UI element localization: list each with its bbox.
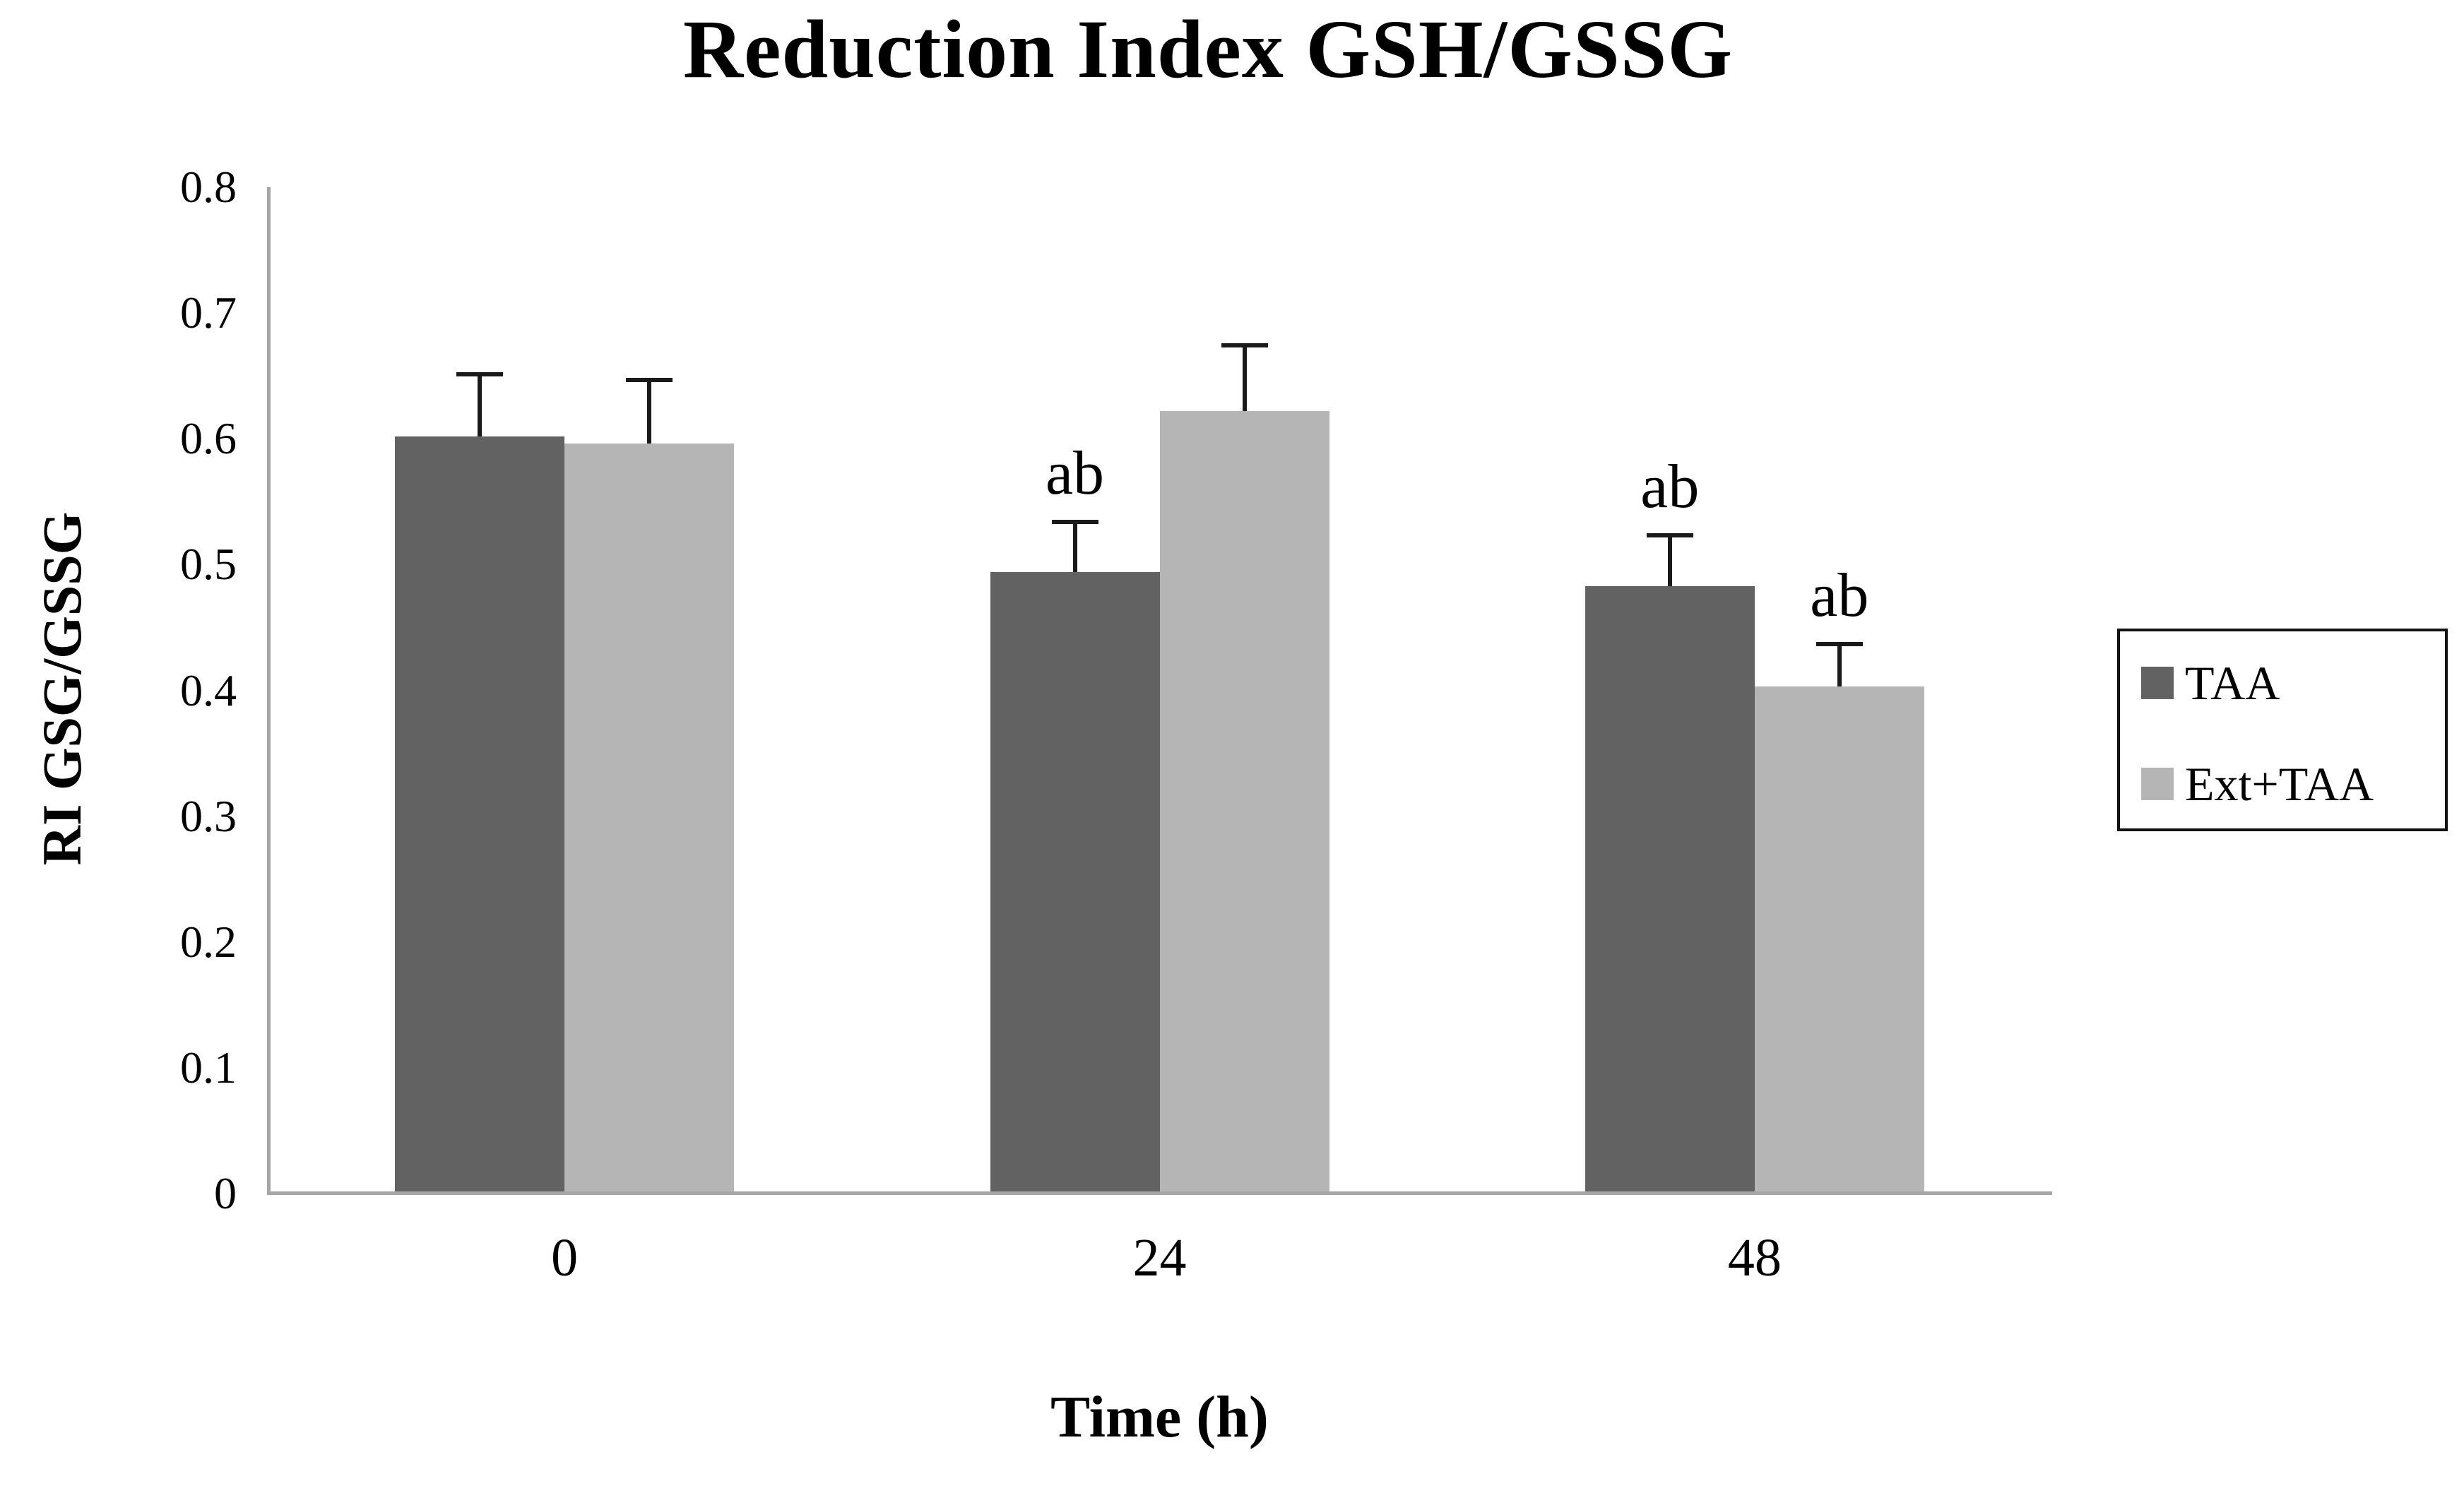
error-bar-cap [456,372,504,377]
chart-title: Reduction Index GSH/GSSG [682,3,1734,95]
significance-label: ab [1810,561,1869,630]
error-bar-cap [626,377,673,382]
y-axis-line [267,187,271,1195]
bar-ext-taa-0h [564,444,735,1194]
y-tick-label: 0.3 [180,790,237,841]
y-tick-label: 0.2 [180,916,237,967]
error-bar-whisker [1072,521,1077,573]
significance-label: ab [1045,439,1105,508]
legend: TAA Ext+TAA [2117,629,2448,831]
y-tick-label: 0.5 [180,539,237,590]
legend-item-taa: TAA [2141,656,2280,710]
y-tick-label: 0.7 [180,287,237,338]
legend-swatch-ext-taa [2141,768,2174,800]
y-tick-label: 0 [214,1168,237,1218]
bar-ext-taa-24h [1159,411,1329,1194]
x-axis-title: Time (h) [1050,1384,1269,1450]
significance-label: ab [1640,453,1700,522]
y-tick-label: 0.6 [180,413,237,464]
y-tick-label: 0.4 [180,665,237,715]
y-tick-label: 0.1 [180,1042,237,1093]
error-bar-cap [1221,343,1268,348]
x-tick-label: 48 [1727,1228,1782,1287]
error-bar-whisker [1667,535,1672,586]
legend-label-ext-taa: Ext+TAA [2185,757,2374,811]
y-axis-title: RI GSG/GSSG [31,511,93,866]
error-bar-whisker [1837,643,1842,687]
error-bar-whisker [478,374,482,436]
bar-ext-taa-48h [1754,686,1924,1194]
bar-taa-24h [990,572,1160,1194]
y-tick-label: 0.8 [180,162,237,212]
x-tick-label: 24 [1132,1228,1187,1287]
error-bar-cap [1051,519,1098,524]
legend-label-taa: TAA [2185,656,2280,710]
error-bar-cap [1646,533,1693,538]
error-bar-cap [1816,641,1863,646]
legend-swatch-taa [2141,667,2174,699]
bar-taa-0h [395,436,565,1194]
x-axis-line [267,1191,2052,1195]
x-tick-label: 0 [551,1228,579,1287]
error-bar-whisker [1242,345,1247,412]
error-bar-whisker [647,379,652,444]
legend-item-ext-taa: Ext+TAA [2141,757,2374,811]
bar-taa-48h [1585,585,1755,1194]
